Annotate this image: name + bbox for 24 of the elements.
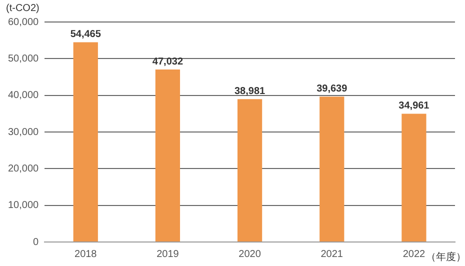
y-tick-label: 10,000 <box>8 200 40 212</box>
x-axis-title: （年度） <box>426 250 465 263</box>
y-tick-label: 50,000 <box>8 53 40 64</box>
data-label: 38,981 <box>234 86 266 97</box>
bar <box>73 42 98 242</box>
x-tick-label: 2021 <box>320 248 344 260</box>
x-tick-label: 2022 <box>402 248 426 260</box>
bar <box>320 96 344 242</box>
x-tick-label: 2019 <box>156 248 180 260</box>
y-tick-label: 60,000 <box>8 16 40 28</box>
y-tick-label: 20,000 <box>8 163 40 174</box>
data-label: 54,465 <box>70 29 102 40</box>
data-label: 47,032 <box>152 56 184 68</box>
bar <box>155 70 180 242</box>
bar <box>237 99 262 242</box>
data-label: 34,961 <box>398 100 430 112</box>
x-tick-label: 2018 <box>74 248 98 260</box>
y-tick-label: 40,000 <box>8 90 40 102</box>
bar <box>402 114 426 242</box>
y-tick-label: 30,000 <box>8 126 40 138</box>
x-tick-label: 2020 <box>238 248 262 260</box>
y-axis-title: (t-CO2) <box>6 2 40 14</box>
y-tick-label: 0 <box>33 236 40 248</box>
data-label: 39,639 <box>316 83 348 94</box>
